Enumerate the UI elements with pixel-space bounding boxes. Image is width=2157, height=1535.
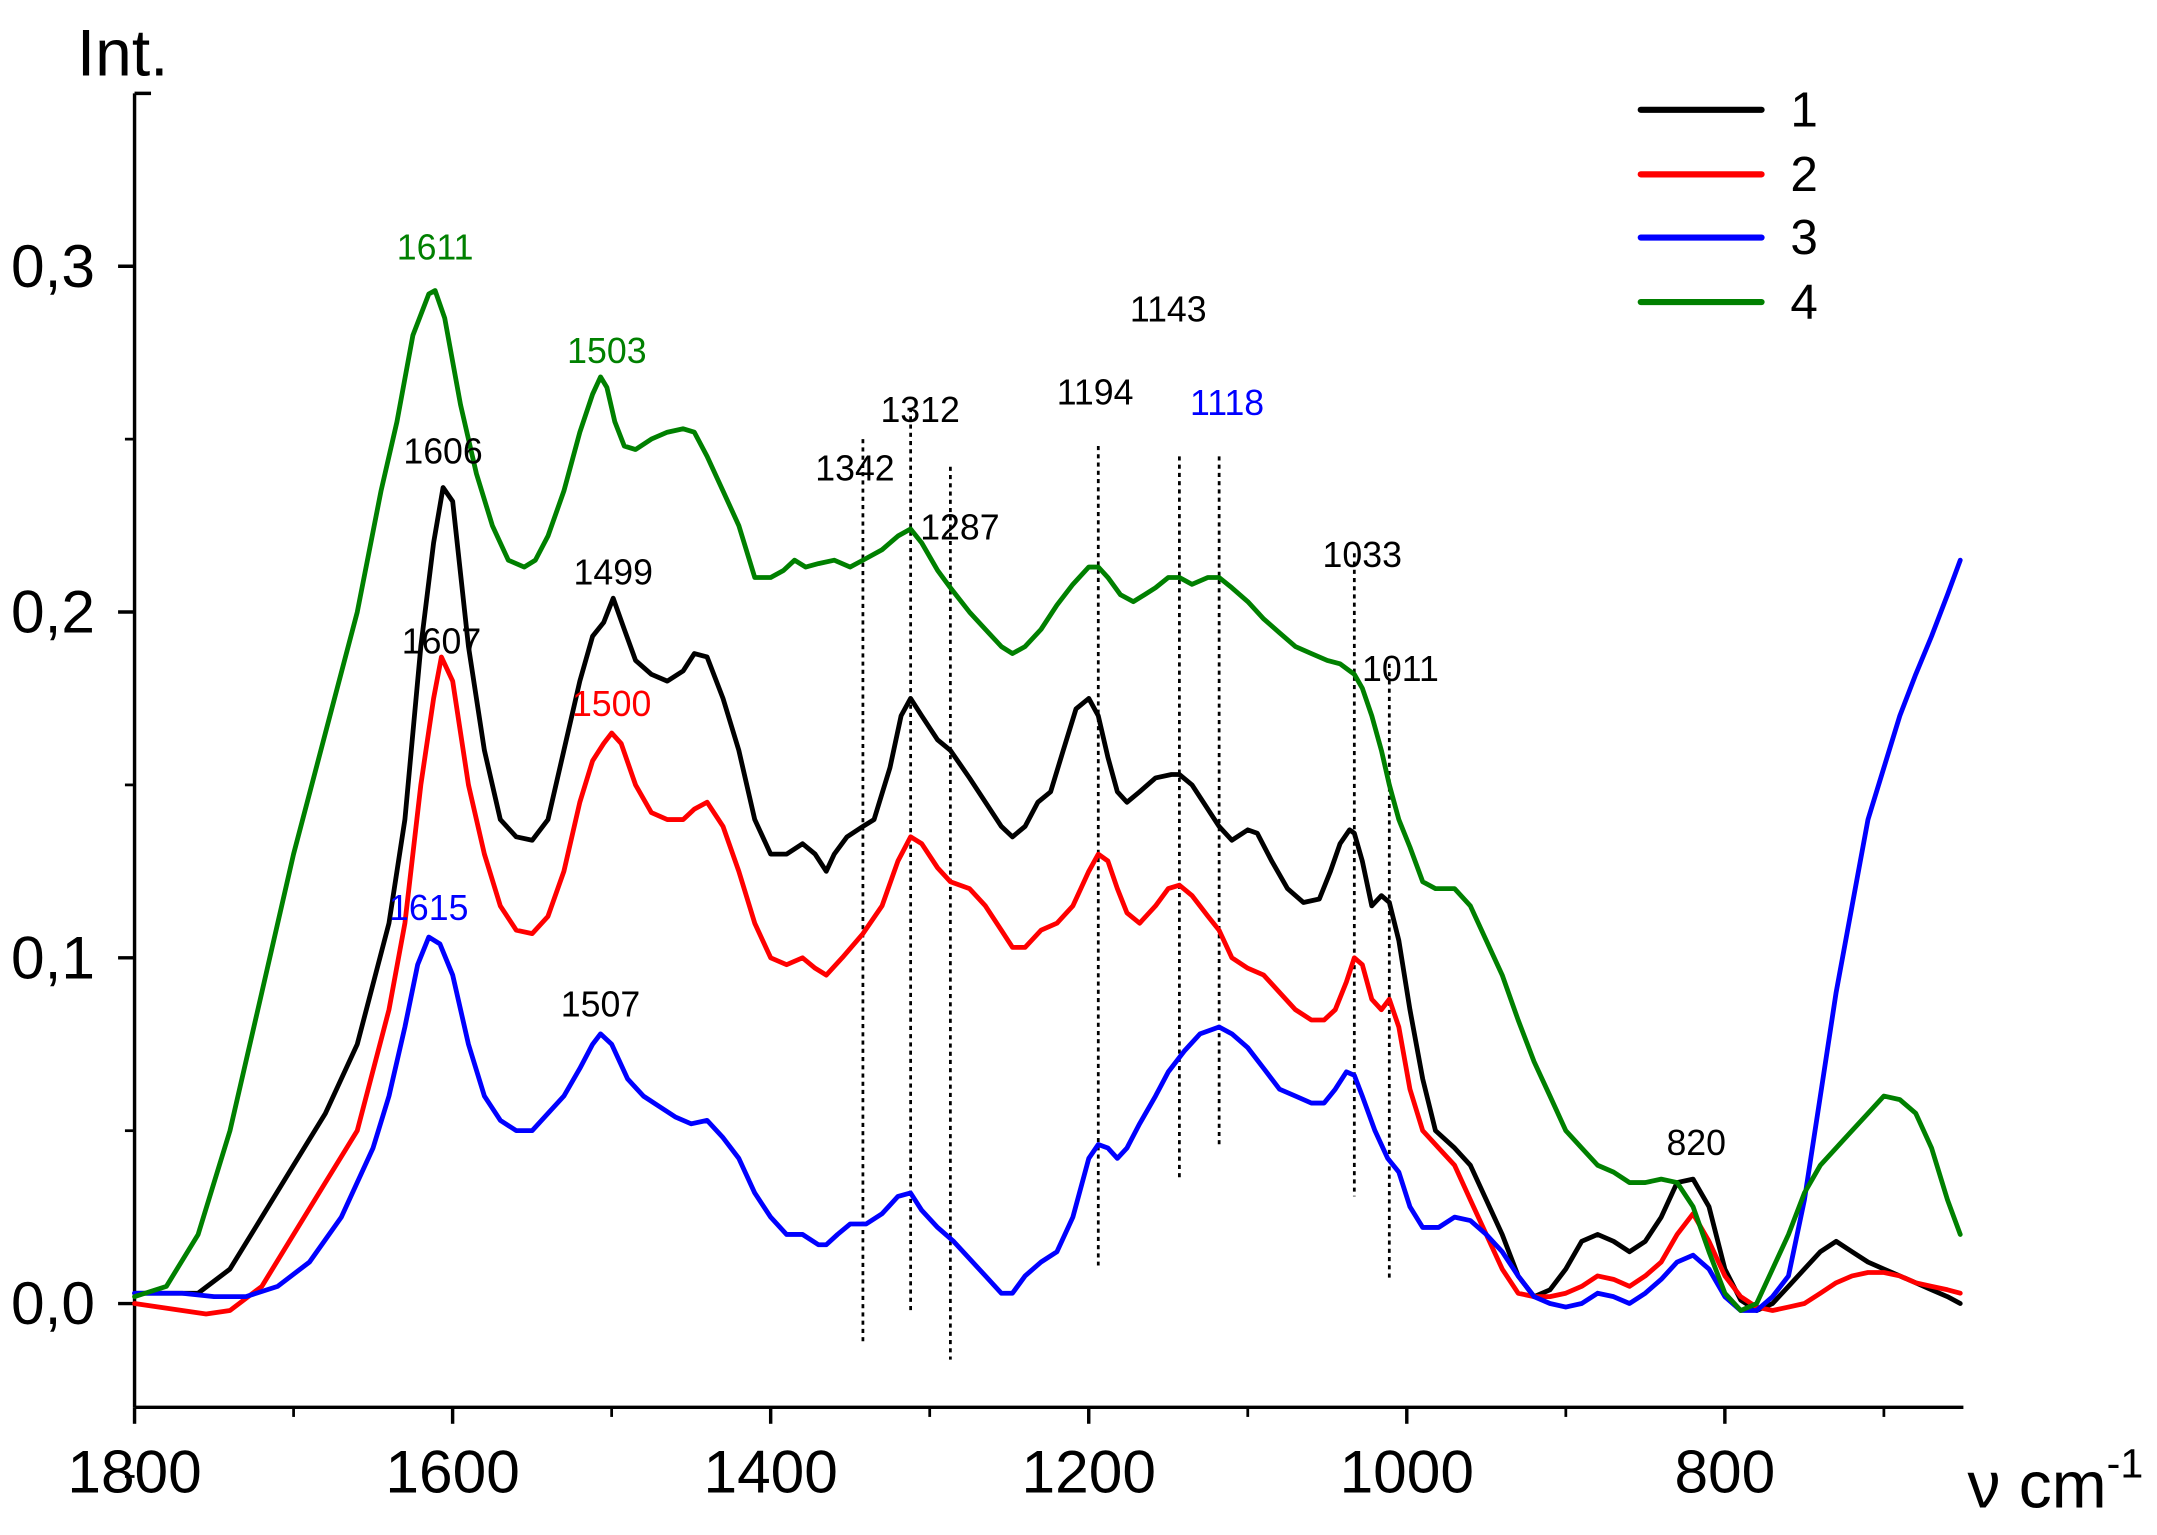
legend-label-3: 3 xyxy=(1790,210,1817,265)
peak-label-1194: 1194 xyxy=(1057,373,1134,413)
peak-label-1607: 1607 xyxy=(402,622,481,662)
peak-label-1342: 1342 xyxy=(815,449,894,489)
peak-label-1606: 1606 xyxy=(403,431,482,471)
legend: 1 2 3 4 xyxy=(1637,82,1818,330)
y-tick-label: 0,3 xyxy=(11,232,95,300)
peak-annotations: 1611 1503 1606 1499 1607 1500 1615 1507 1342 1312… xyxy=(389,227,1726,1163)
x-tick-label: 1200 xyxy=(1022,1437,1156,1505)
legend-label-4: 4 xyxy=(1790,275,1817,330)
peak-label-1611: 1611 xyxy=(397,227,474,267)
series-line-1 xyxy=(132,485,1963,1313)
peak-label-1143: 1143 xyxy=(1130,290,1207,330)
axes: 1800 1600 1400 1200 1000 800 0,0 0,1 0,2 0,3 xyxy=(11,91,1964,1505)
y-axis-title: Int. xyxy=(77,16,169,90)
peak-label-1503: 1503 xyxy=(567,331,646,371)
legend-label-1: 1 xyxy=(1790,82,1817,137)
x-tick-label: 1800 xyxy=(67,1437,201,1505)
peak-label-1500: 1500 xyxy=(572,684,651,724)
x-axis-title-main: ν cm xyxy=(1968,1448,2107,1522)
y-tick-label: 0,0 xyxy=(11,1269,95,1337)
peak-label-1499: 1499 xyxy=(574,552,653,592)
peak-label-1011: 1011 xyxy=(1362,649,1439,689)
peak-label-1507: 1507 xyxy=(561,985,640,1025)
series-lines xyxy=(132,288,1963,1317)
x-axis-title-superscript: -1 xyxy=(2107,1440,2144,1486)
peak-label-1312: 1312 xyxy=(880,390,959,430)
x-tick-label: 1000 xyxy=(1340,1437,1474,1505)
series-line-3 xyxy=(132,557,1963,1313)
peak-label-1033: 1033 xyxy=(1323,535,1402,575)
x-tick-label: 1600 xyxy=(385,1437,519,1505)
x-axis-title: ν cm-1 xyxy=(1968,1440,2144,1521)
x-tick-label: 1400 xyxy=(703,1437,837,1505)
series-line-2 xyxy=(132,654,1963,1317)
peak-label-820: 820 xyxy=(1666,1123,1726,1163)
legend-label-2: 2 xyxy=(1790,147,1817,202)
peak-label-1118: 1118 xyxy=(1190,383,1264,423)
y-tick-label: 0,1 xyxy=(11,923,95,991)
peak-label-1615: 1615 xyxy=(389,888,468,928)
x-tick-label: 800 xyxy=(1674,1437,1775,1505)
series-line-4 xyxy=(132,288,1963,1313)
peak-label-1287: 1287 xyxy=(920,507,999,547)
reference-lines xyxy=(861,408,1391,1360)
y-tick-label: 0,2 xyxy=(11,578,95,646)
